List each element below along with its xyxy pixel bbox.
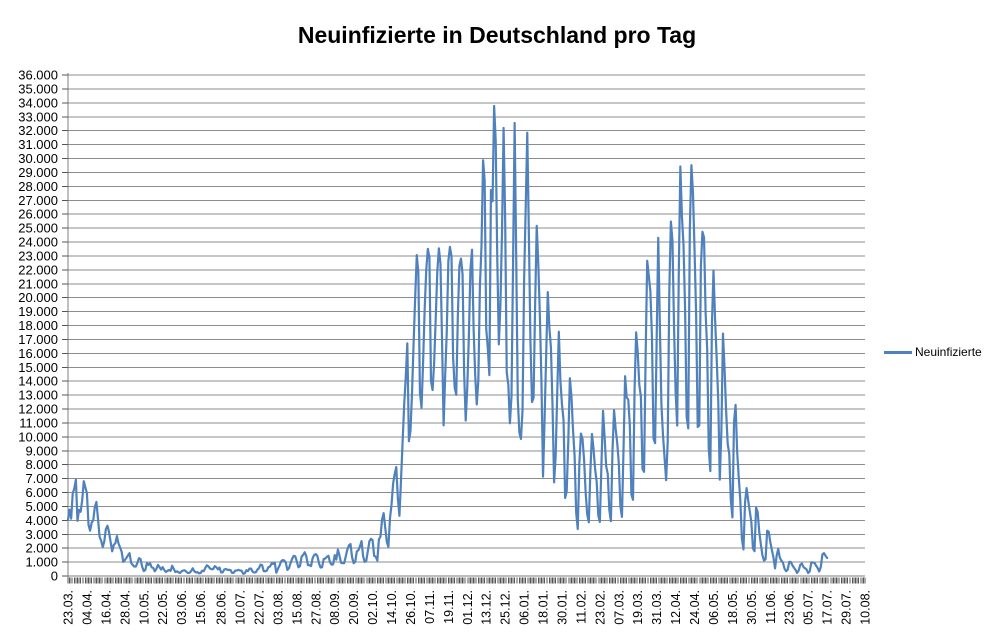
y-axis-label: 9.000 xyxy=(25,443,58,458)
y-axis-label: 21.000 xyxy=(18,276,58,291)
x-axis-label: 16.04. xyxy=(99,590,113,625)
x-axis-label: 15.08. xyxy=(290,590,304,625)
x-axis-label: 30.01. xyxy=(555,590,569,625)
y-axis-label: 17.000 xyxy=(18,332,58,347)
x-axis-label: 25.12. xyxy=(499,590,513,625)
x-axis-label: 18.05. xyxy=(726,590,740,625)
x-axis-label: 03.08. xyxy=(271,590,285,625)
x-axis-label: 23.06. xyxy=(783,590,797,625)
x-axis-label: 10.07. xyxy=(234,590,248,625)
x-axis-label: 24.04. xyxy=(688,590,702,625)
y-axis-label: 24.000 xyxy=(18,235,58,250)
y-axis-label: 12.000 xyxy=(18,402,58,417)
x-axis-labels: 23.03. 04.04. 16.04. 28.04. 10.05. 22.05. 03.0… xyxy=(62,590,873,625)
x-axis-label: 10.05. xyxy=(137,590,151,625)
chart-title: Neuinfizierte in Deutschland pro Tag xyxy=(297,22,697,48)
legend-series-label: Neuinfizierte xyxy=(915,345,982,359)
y-axis-label: 34.000 xyxy=(18,95,58,110)
x-axis-label: 19.11. xyxy=(442,590,456,624)
y-axis-label: 18.000 xyxy=(18,318,58,333)
x-axis-label: 18.01. xyxy=(537,590,551,625)
x-axis-label: 23.02. xyxy=(593,590,607,625)
y-axis-label: 27.000 xyxy=(18,193,58,208)
x-axis-label: 26.10. xyxy=(404,590,418,625)
y-axis-label: 8.000 xyxy=(25,457,58,472)
y-axis-label: 35.000 xyxy=(18,81,58,96)
x-axis-label: 30.05. xyxy=(745,590,759,625)
y-axis-label: 1.000 xyxy=(25,555,58,570)
y-axis-label: 28.000 xyxy=(18,179,58,194)
x-axis-label: 02.10. xyxy=(366,590,380,625)
y-axis-label: 2.000 xyxy=(25,541,58,556)
x-axis-label: 03.06. xyxy=(175,590,189,625)
y-axis-label: 11.000 xyxy=(19,415,58,430)
x-axis-label: 31.03. xyxy=(650,590,664,625)
y-axis-label: 26.000 xyxy=(18,207,58,222)
y-axis-label: 15.000 xyxy=(18,360,58,375)
y-axis-label: 3.000 xyxy=(25,527,58,542)
y-axis-label: 32.000 xyxy=(18,123,58,138)
x-axis-label: 20.09. xyxy=(347,590,361,625)
legend: Neuinfizierte xyxy=(884,345,982,359)
y-axis-label: 19.000 xyxy=(18,304,58,319)
y-axis-labels: 01.0002.0003.0004.0005.0006.0007.0008.00… xyxy=(18,68,58,584)
y-axis-label: 0 xyxy=(51,569,58,584)
x-axis-label: 22.07. xyxy=(252,590,266,625)
x-axis-label: 23.03. xyxy=(62,590,76,625)
x-axis-label: 19.03. xyxy=(631,590,645,625)
x-axis-label: 22.05. xyxy=(156,590,170,625)
gridlines xyxy=(68,74,865,577)
y-axis-label: 29.000 xyxy=(18,165,58,180)
x-axis-label: 28.06. xyxy=(215,590,229,625)
y-axis-label: 14.000 xyxy=(18,374,58,389)
x-axis-label: 15.06. xyxy=(194,590,208,625)
x-axis-label: 11.06. xyxy=(764,590,778,624)
x-axis-label: 11.02. xyxy=(574,590,588,624)
x-axis-label: 05.07. xyxy=(802,590,816,625)
x-axis-label: 14.10. xyxy=(385,590,399,625)
y-axis-label: 7.000 xyxy=(25,471,58,486)
series-line-neuinfizierte xyxy=(66,104,829,575)
y-axis-label: 25.000 xyxy=(18,221,58,236)
y-axis-label: 16.000 xyxy=(18,346,58,361)
x-axis-label: 07.03. xyxy=(612,590,626,625)
y-axis-label: 10.000 xyxy=(18,429,58,444)
x-axis-label: 13.12. xyxy=(480,590,494,625)
x-tick-strip xyxy=(67,577,866,584)
y-axis-label: 6.000 xyxy=(25,485,58,500)
legend-line-marker xyxy=(884,350,912,354)
x-axis-label: 17.07. xyxy=(821,590,835,625)
x-axis-label: 08.09. xyxy=(328,590,342,625)
x-axis-label: 12.04. xyxy=(669,590,683,625)
x-axis-label: 04.04. xyxy=(80,590,94,625)
x-axis-label: 28.04. xyxy=(118,590,132,625)
x-axis-label: 01.12. xyxy=(461,590,475,625)
axes xyxy=(62,73,69,582)
y-axis-label: 20.000 xyxy=(18,290,58,305)
x-axis-label: 07.11. xyxy=(423,590,437,624)
x-axis-label: 29.07. xyxy=(840,590,854,625)
y-axis-label: 22.000 xyxy=(18,262,58,277)
y-axis-label: 23.000 xyxy=(18,248,58,263)
y-axis-label: 4.000 xyxy=(25,513,58,528)
x-axis-label: 06.01. xyxy=(518,590,532,625)
y-axis-label: 13.000 xyxy=(18,388,58,403)
x-axis-label: 06.05. xyxy=(707,590,721,625)
y-axis-label: 30.000 xyxy=(18,151,58,166)
y-axis-label: 36.000 xyxy=(18,68,58,83)
x-axis-label: 10.08. xyxy=(859,590,873,625)
y-axis-label: 5.000 xyxy=(25,499,58,514)
y-axis-label: 33.000 xyxy=(18,109,58,124)
x-axis-label: 27.08. xyxy=(309,590,323,625)
y-axis-label: 31.000 xyxy=(18,137,58,152)
